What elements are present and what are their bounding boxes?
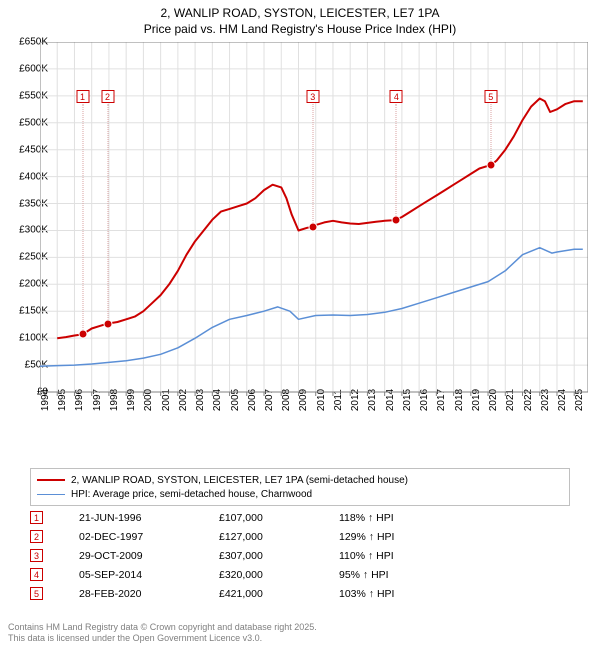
sale-dot [103, 319, 112, 328]
legend-label: 2, WANLIP ROAD, SYSTON, LEICESTER, LE7 1… [71, 475, 408, 486]
sale-vline [312, 104, 313, 226]
sale-date: 28-FEB-2020 [79, 588, 219, 600]
sale-dot [78, 330, 87, 339]
chart-sale-marker: 1 [76, 90, 89, 103]
sale-marker-label: 5 [30, 587, 43, 600]
sale-hpi: 129% ↑ HPI [339, 531, 469, 543]
title-subtitle: Price paid vs. HM Land Registry's House … [0, 22, 600, 38]
table-row: 5 28-FEB-2020 £421,000 103% ↑ HPI [30, 584, 469, 603]
sale-price: £320,000 [219, 569, 339, 581]
title-address: 2, WANLIP ROAD, SYSTON, LEICESTER, LE7 1… [0, 6, 600, 22]
sale-price: £307,000 [219, 550, 339, 562]
sale-hpi: 118% ↑ HPI [339, 512, 469, 524]
chart-sale-marker: 2 [101, 90, 114, 103]
legend-swatch [37, 494, 65, 495]
sale-hpi: 95% ↑ HPI [339, 569, 469, 581]
sale-hpi: 103% ↑ HPI [339, 588, 469, 600]
sale-dot [308, 222, 317, 231]
sales-table: 1 21-JUN-1996 £107,000 118% ↑ HPI 2 02-D… [30, 508, 469, 603]
sale-price: £421,000 [219, 588, 339, 600]
legend: 2, WANLIP ROAD, SYSTON, LEICESTER, LE7 1… [30, 468, 570, 506]
table-row: 1 21-JUN-1996 £107,000 118% ↑ HPI [30, 508, 469, 527]
sale-vline [490, 104, 491, 165]
chart-container: 2, WANLIP ROAD, SYSTON, LEICESTER, LE7 1… [0, 0, 600, 650]
chart-sale-marker: 4 [390, 90, 403, 103]
sale-marker-label: 4 [30, 568, 43, 581]
sale-vline [396, 104, 397, 219]
chart-sale-marker: 3 [306, 90, 319, 103]
chart-plot-area: 12 3 4 5 [40, 42, 588, 422]
sale-date: 29-OCT-2009 [79, 550, 219, 562]
sale-marker-label: 1 [30, 511, 43, 524]
sale-vline [82, 104, 83, 334]
sale-marker-label: 2 [30, 530, 43, 543]
table-row: 3 29-OCT-2009 £307,000 110% ↑ HPI [30, 546, 469, 565]
legend-label: HPI: Average price, semi-detached house,… [71, 489, 312, 500]
sale-vline [107, 104, 108, 323]
sale-dot [486, 161, 495, 170]
title-block: 2, WANLIP ROAD, SYSTON, LEICESTER, LE7 1… [0, 0, 600, 37]
table-row: 2 02-DEC-1997 £127,000 129% ↑ HPI [30, 527, 469, 546]
footer-attribution: Contains HM Land Registry data © Crown c… [8, 622, 317, 645]
legend-swatch [37, 479, 65, 481]
footer-line: This data is licensed under the Open Gov… [8, 633, 317, 644]
sale-date: 02-DEC-1997 [79, 531, 219, 543]
sale-marker-label: 3 [30, 549, 43, 562]
footer-line: Contains HM Land Registry data © Crown c… [8, 622, 317, 633]
legend-item: 2, WANLIP ROAD, SYSTON, LEICESTER, LE7 1… [37, 473, 563, 487]
table-row: 4 05-SEP-2014 £320,000 95% ↑ HPI [30, 565, 469, 584]
legend-item: HPI: Average price, semi-detached house,… [37, 487, 563, 501]
sale-dot [392, 215, 401, 224]
sale-price: £127,000 [219, 531, 339, 543]
sale-price: £107,000 [219, 512, 339, 524]
sale-date: 05-SEP-2014 [79, 569, 219, 581]
sale-hpi: 110% ↑ HPI [339, 550, 469, 562]
chart-sale-marker: 5 [484, 90, 497, 103]
sale-date: 21-JUN-1996 [79, 512, 219, 524]
